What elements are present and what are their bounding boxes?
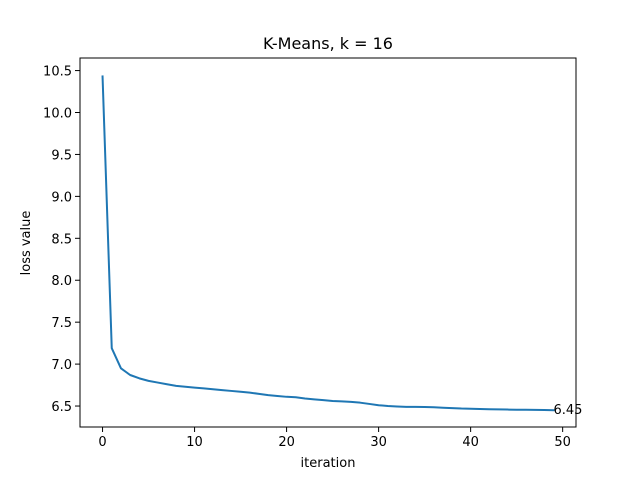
- plot-area: 0 10 20 30 40 50 6.5 7.0 7.5 8.0 8.5 9.0 9.5 10.0 10.5…: [43, 57, 582, 450]
- y-tick-label: 7.0: [51, 358, 72, 373]
- data-annotation: 6.45: [553, 403, 582, 418]
- axes-frame: [79, 57, 577, 428]
- series-line-0: [101, 75, 555, 412]
- x-axis-label: iteration: [301, 456, 356, 471]
- x-tick-label: 0: [98, 435, 106, 450]
- y-tick-label: 8.0: [51, 274, 72, 289]
- y-tick-label: 8.5: [51, 232, 72, 247]
- y-tick-label: 9.5: [51, 148, 72, 163]
- y-axis-label: loss value: [19, 211, 34, 276]
- y-tick-label: 7.5: [51, 316, 72, 331]
- y-tick-label: 10.5: [43, 65, 72, 80]
- y-tick-label: 9.0: [51, 190, 72, 205]
- x-tick-label: 40: [462, 435, 479, 450]
- x-tick-label: 20: [278, 435, 295, 450]
- x-tick-label: 50: [554, 435, 571, 450]
- chart-title: K-Means, k = 16: [263, 34, 393, 53]
- x-tick-label: 10: [186, 435, 203, 450]
- y-tick-label: 10.0: [43, 107, 72, 122]
- y-tick-label: 6.5: [51, 400, 72, 415]
- x-tick-label: 30: [370, 435, 387, 450]
